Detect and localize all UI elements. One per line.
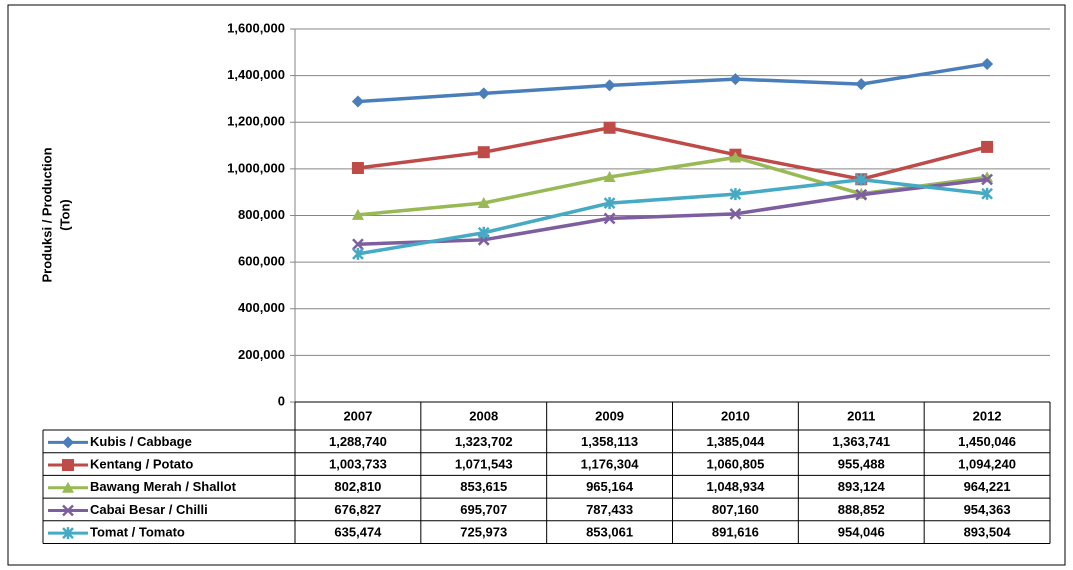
data-label: 1,003,733 <box>329 456 387 471</box>
point <box>855 188 868 201</box>
y-tick-label: 0 <box>278 393 285 408</box>
data-label: 1,323,702 <box>455 434 513 449</box>
data-label: 954,363 <box>964 502 1011 517</box>
data-label: 964,221 <box>964 479 1011 494</box>
legend-marker <box>62 436 74 449</box>
x-tick-label: 2007 <box>343 408 372 423</box>
point <box>477 146 490 159</box>
data-label: 891,616 <box>712 525 759 540</box>
x-tick-label: 2012 <box>973 408 1002 423</box>
legend-marker <box>62 504 74 517</box>
legend-label: Cabai Besar / Chilli <box>90 502 208 517</box>
legend-label: Kubis / Cabbage <box>90 434 192 449</box>
point <box>981 187 993 200</box>
data-label: 1,176,304 <box>581 456 640 471</box>
series-line <box>357 62 988 104</box>
legend-marker <box>62 481 74 493</box>
data-label: 676,827 <box>334 502 381 517</box>
point <box>351 208 364 220</box>
point <box>981 140 994 153</box>
series-line <box>357 177 988 256</box>
y-axis-title: (Ton) <box>57 199 72 231</box>
data-label: 1,358,113 <box>581 434 638 449</box>
point <box>477 87 490 100</box>
point <box>855 173 868 186</box>
point <box>351 95 364 108</box>
data-label: 893,124 <box>838 479 886 494</box>
point <box>981 173 993 186</box>
point <box>729 188 742 201</box>
data-label: 853,061 <box>586 525 633 540</box>
series-line <box>357 177 988 246</box>
data-label: 893,504 <box>964 525 1012 540</box>
x-tick-label: 2009 <box>595 408 624 423</box>
data-label: 725,973 <box>460 525 507 540</box>
point <box>729 207 742 220</box>
legend-label: Tomat / Tomato <box>90 525 185 540</box>
y-tick-label: 1,200,000 <box>227 114 285 129</box>
data-label: 888,852 <box>838 502 885 517</box>
point <box>729 73 742 86</box>
y-tick-label: 1,400,000 <box>227 67 285 82</box>
data-label: 695,707 <box>460 502 507 517</box>
point <box>729 151 742 163</box>
point <box>477 226 490 239</box>
data-label: 1,450,046 <box>958 434 1016 449</box>
x-tick-label: 2010 <box>721 408 750 423</box>
data-label: 1,363,741 <box>832 434 890 449</box>
x-tick-label: 2008 <box>469 408 498 423</box>
y-tick-label: 400,000 <box>238 300 285 315</box>
point <box>981 57 994 70</box>
data-label: 802,810 <box>334 479 381 494</box>
chart-border <box>7 4 1066 566</box>
y-axis-title: Produksi / Production <box>39 147 54 282</box>
data-label: 1,048,934 <box>706 479 765 494</box>
data-label: 955,488 <box>838 456 885 471</box>
y-tick-label: 600,000 <box>238 254 285 269</box>
data-label: 853,615 <box>460 479 507 494</box>
point <box>603 212 616 225</box>
legend-marker <box>62 527 74 540</box>
point <box>603 79 616 92</box>
x-tick-label: 2011 <box>847 408 875 423</box>
legend-label: Bawang Merah / Shallot <box>90 479 237 494</box>
point <box>352 238 364 251</box>
point <box>603 170 616 182</box>
legend-marker <box>62 459 74 472</box>
y-tick-label: 800,000 <box>238 207 285 222</box>
point <box>855 78 868 91</box>
data-label: 1,094,240 <box>958 456 1016 471</box>
legend-label: Kentang / Potato <box>90 456 193 471</box>
point <box>603 197 616 210</box>
point <box>351 162 364 175</box>
y-tick-label: 1,600,000 <box>227 20 285 35</box>
series-line <box>357 125 988 182</box>
data-label: 635,474 <box>334 525 382 540</box>
point <box>603 121 616 134</box>
data-label: 807,160 <box>712 502 759 517</box>
data-label: 1,288,740 <box>329 434 387 449</box>
data-label: 787,433 <box>586 502 633 517</box>
data-label: 954,046 <box>838 525 885 540</box>
data-label: 1,071,543 <box>455 456 513 471</box>
data-label: 1,385,044 <box>706 434 765 449</box>
point <box>352 247 364 260</box>
y-tick-label: 1,000,000 <box>227 160 285 175</box>
data-label: 965,164 <box>586 479 634 494</box>
data-label: 1,060,805 <box>706 456 764 471</box>
point <box>477 197 490 209</box>
y-tick-label: 200,000 <box>238 347 285 362</box>
